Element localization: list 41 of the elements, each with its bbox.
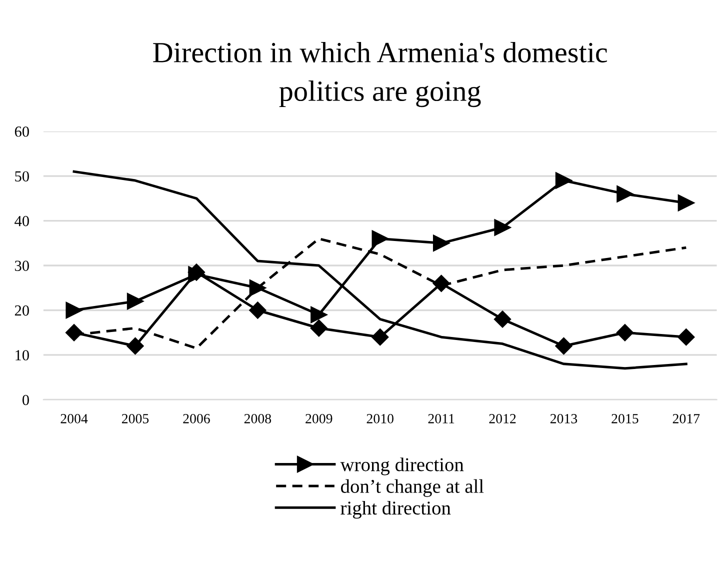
x-tick-label: 2004 xyxy=(60,414,88,424)
x-tick-label: 2012 xyxy=(489,414,516,424)
x-tick-label: 2009 xyxy=(306,414,332,424)
y-tick-label: 30 xyxy=(15,260,29,271)
line-series xyxy=(72,170,688,370)
x-tick-label: 2006 xyxy=(183,414,210,424)
x-tick-label: 2011 xyxy=(428,414,454,424)
x-tick-label: 2017 xyxy=(672,414,700,424)
point xyxy=(494,310,512,328)
point xyxy=(616,186,634,202)
point xyxy=(432,234,450,252)
x-tick-label: 2008 xyxy=(244,414,272,424)
point xyxy=(616,324,634,342)
point xyxy=(678,328,695,346)
point xyxy=(555,172,572,189)
y-tick-label: 60 xyxy=(14,126,29,137)
legend-label: wrong direction xyxy=(340,458,464,476)
point xyxy=(126,337,144,355)
point xyxy=(66,302,82,319)
x-tick-label: 2013 xyxy=(550,414,578,424)
x-tick-label: 2005 xyxy=(122,414,149,424)
y-tick-label: 40 xyxy=(14,216,29,226)
legend-label: don’t change at all xyxy=(340,479,484,497)
point xyxy=(249,302,266,319)
point xyxy=(555,337,572,355)
y-tick-label: 0 xyxy=(22,394,29,406)
point xyxy=(678,194,694,212)
point xyxy=(310,320,328,337)
chart-title: Direction in which Armenia's domestic politics are going xyxy=(153,42,608,108)
y-tick-label: 10 xyxy=(16,350,29,360)
point xyxy=(494,219,511,236)
y-tick-label: 50 xyxy=(15,171,29,182)
point xyxy=(372,328,389,346)
x-tick-label: 2010 xyxy=(366,414,394,424)
point xyxy=(126,292,144,310)
y-tick-label: 20 xyxy=(14,305,29,316)
point xyxy=(249,280,266,296)
x-tick-label: 2015 xyxy=(612,414,638,424)
legend-label: right direction xyxy=(340,500,451,519)
point xyxy=(310,306,328,324)
point xyxy=(372,230,388,248)
